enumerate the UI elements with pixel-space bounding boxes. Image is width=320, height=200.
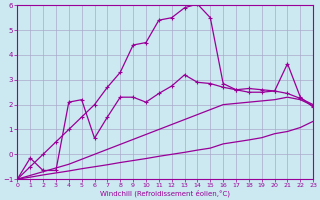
X-axis label: Windchill (Refroidissement éolien,°C): Windchill (Refroidissement éolien,°C) [100, 190, 230, 197]
